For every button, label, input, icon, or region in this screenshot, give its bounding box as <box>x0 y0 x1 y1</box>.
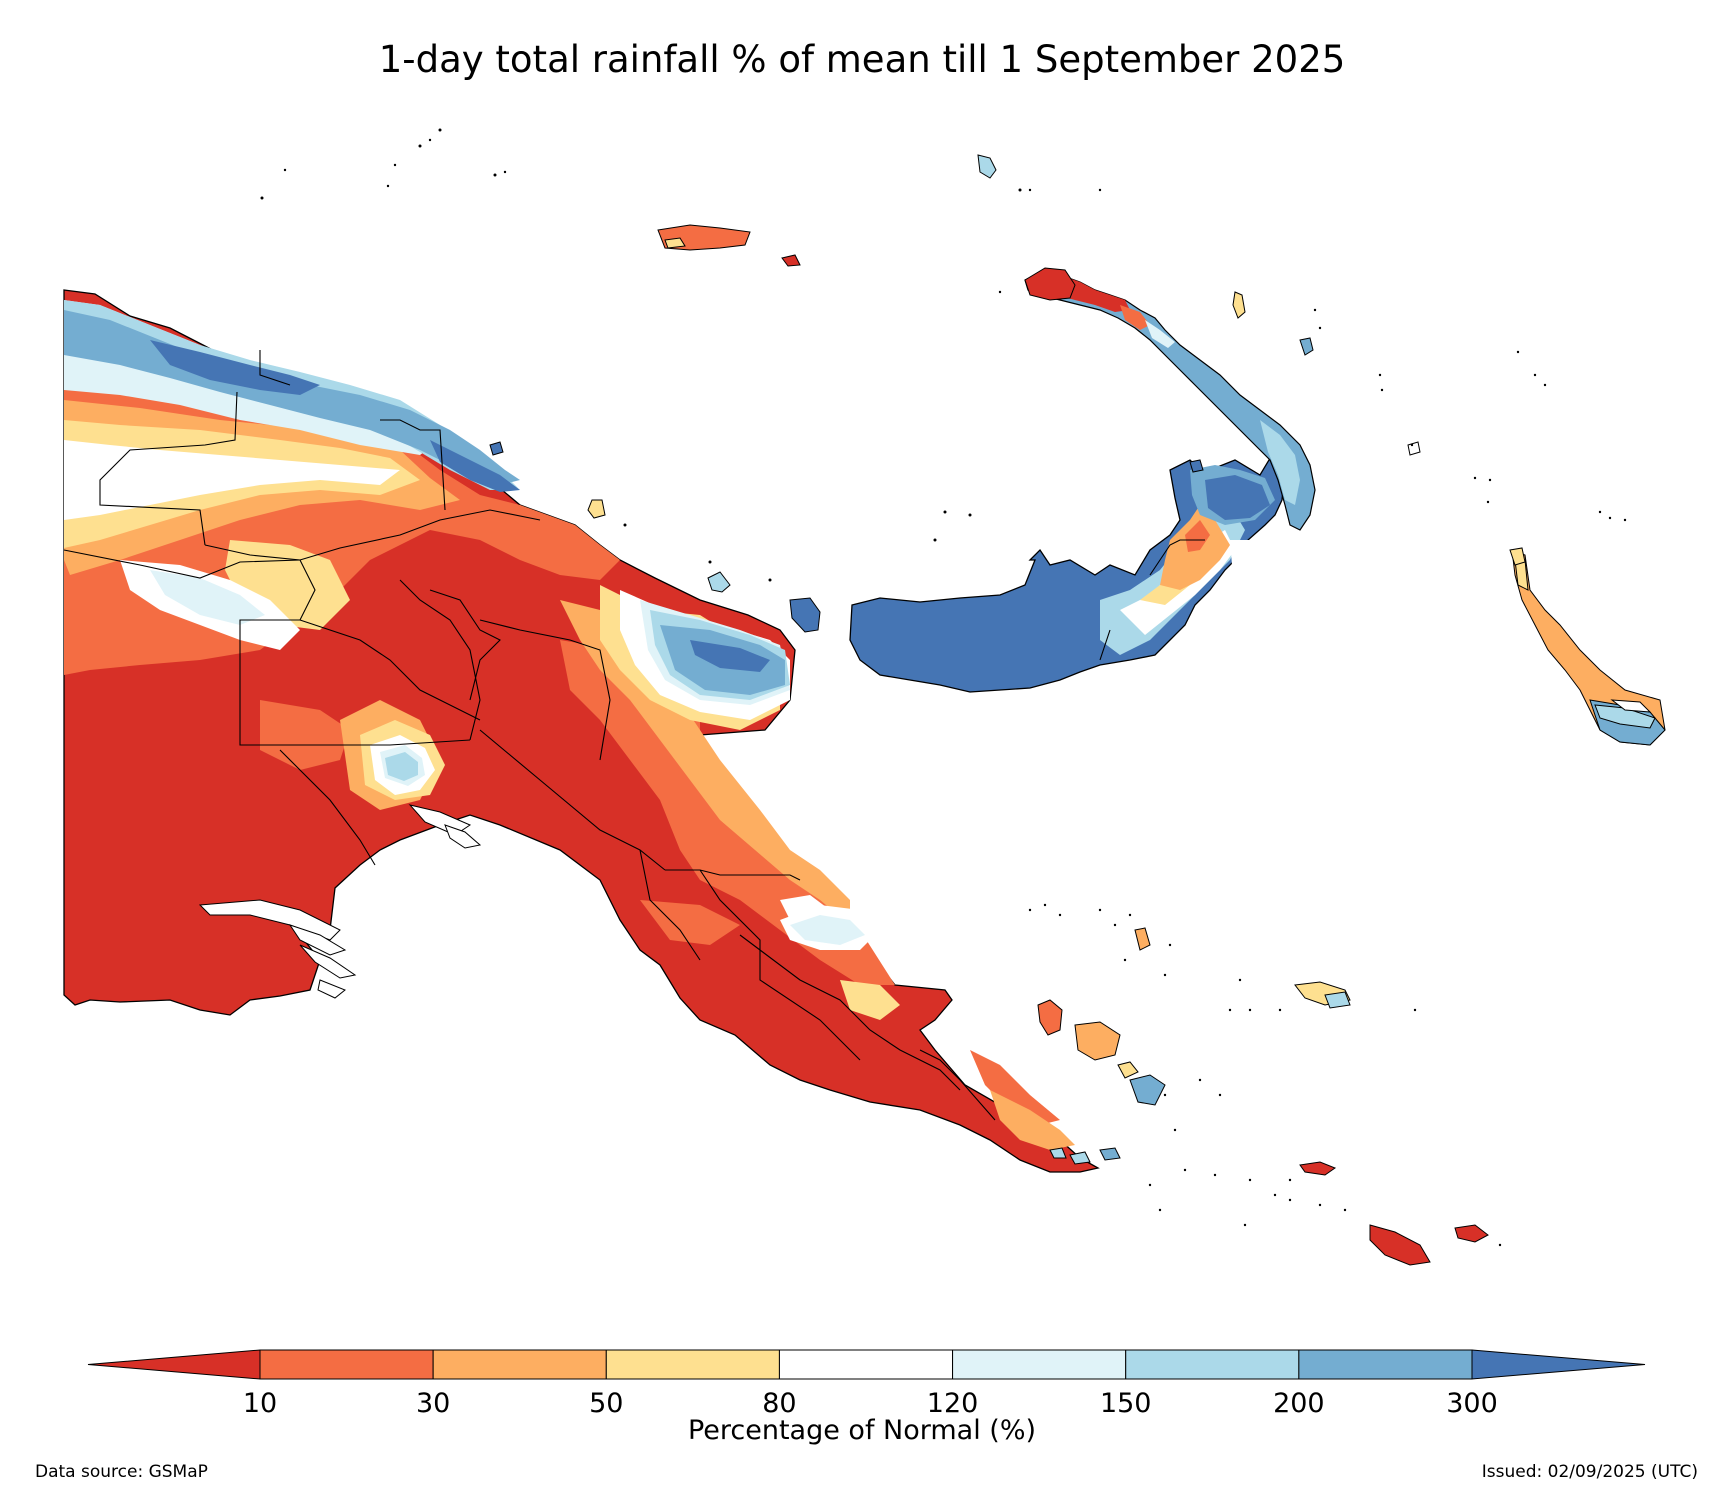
new-ireland-band-120-150 <box>1145 320 1175 348</box>
new-britain-band-80-120-b <box>1230 540 1260 570</box>
small-islets <box>260 128 1627 1247</box>
colorbar-tick-150: 150 <box>1100 1388 1152 1419</box>
island-tabar <box>1232 291 1246 319</box>
island-manus-yellow <box>664 237 686 249</box>
island-goodenough <box>1037 999 1063 1036</box>
island-normanby <box>1129 1074 1166 1106</box>
mainland <box>63 289 1100 1173</box>
island-misima <box>1299 1161 1337 1176</box>
island-lihir <box>1299 337 1314 356</box>
island-normanby-yellow <box>1117 1061 1139 1079</box>
island-east-cape-b <box>1049 1147 1067 1159</box>
province-boundaries <box>63 350 996 1121</box>
colorbar-tick-labels: 10 30 50 80 120 150 200 300 <box>243 1388 1498 1419</box>
island-rossel <box>1454 1224 1489 1243</box>
island-bougainville-white <box>1610 699 1652 713</box>
island-schouten <box>489 441 504 456</box>
island-umboi <box>789 597 821 633</box>
colorbar-tick-10: 10 <box>243 1388 277 1419</box>
island-sudest <box>1369 1224 1431 1266</box>
island-kiriwina <box>1134 927 1151 951</box>
island-east-cape <box>1069 1151 1091 1165</box>
colorbar-tick-200: 200 <box>1273 1388 1325 1419</box>
island-samarai <box>1099 1147 1121 1161</box>
colorbar-tick-120: 120 <box>927 1388 979 1419</box>
data-source: Data source: GSMaP <box>35 1462 208 1482</box>
new-ireland-band-10-30 <box>1120 305 1150 330</box>
island-manus-east <box>781 254 801 267</box>
colorbar-title: Percentage of Normal (%) <box>687 1415 1037 1446</box>
colorbar-class-10-30 <box>259 1349 434 1380</box>
colorbar-tick-300: 300 <box>1446 1388 1498 1419</box>
issued-date: Issued: 02/09/2025 (UTC) <box>1481 1462 1698 1482</box>
island-buka <box>1509 547 1526 566</box>
map-title: 1-day total rainfall % of mean till 1 Se… <box>378 38 1346 81</box>
mainland-band-50-80-e <box>840 980 900 1020</box>
island-karkar <box>587 499 606 519</box>
mainland-band-30-50-d <box>990 1090 1075 1150</box>
island-fergusson <box>1074 1021 1121 1061</box>
mainland-band-300-plus-c <box>690 640 770 672</box>
fly-river-delta <box>198 804 482 999</box>
colorbar-tick-80: 80 <box>762 1388 796 1419</box>
colorbar-extend-low <box>87 1349 261 1380</box>
new-britain-band-300-plus <box>1205 475 1270 520</box>
island-new-hanover <box>1024 267 1076 301</box>
mainland-band-80-120 <box>64 440 400 520</box>
island-mussau <box>977 154 997 179</box>
new-britain-boundary <box>1099 539 1205 661</box>
colorbar-class-50-80 <box>605 1349 780 1380</box>
island-woodlark-blue <box>1324 991 1351 1009</box>
mainland-band-120-150-e <box>790 915 865 945</box>
mainland-band-120-150-c <box>150 570 265 625</box>
colorbar-class-150-200 <box>1125 1349 1300 1380</box>
colorbar-extend-high <box>1471 1349 1646 1380</box>
mainland-band-150-200-c <box>385 752 418 781</box>
colorbar-class-200-300 <box>1298 1349 1473 1380</box>
new-britain <box>849 453 1286 693</box>
mainland-band-300-plus-b <box>430 440 520 492</box>
colorbar-classes <box>87 1349 1646 1380</box>
colorbar-tick-50: 50 <box>589 1388 623 1419</box>
mainland-band-10-30-d <box>970 1050 1060 1125</box>
island-long <box>707 571 731 593</box>
colorbar-class-30-50 <box>432 1349 607 1380</box>
colorbar-tick-30: 30 <box>416 1388 450 1419</box>
colorbar-class-120-150 <box>952 1349 1127 1380</box>
mainland-band-10-30-c <box>640 900 740 945</box>
new-ireland-band-150-200 <box>1260 420 1300 505</box>
island-vitu <box>1189 459 1204 473</box>
colorbar-class-80-120 <box>778 1349 954 1380</box>
new-britain-band-10-30 <box>1185 520 1210 552</box>
